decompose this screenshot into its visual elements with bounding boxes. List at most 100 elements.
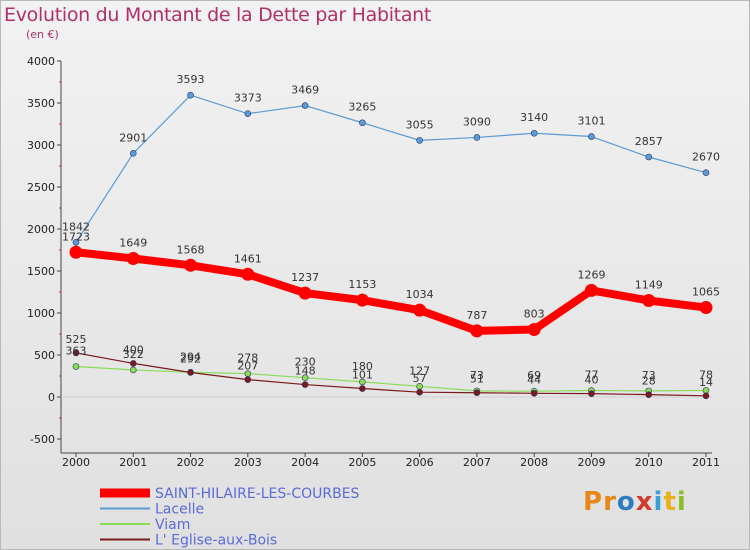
data-label: 1237 (291, 271, 319, 284)
data-label: 3101 (577, 115, 605, 128)
data-point (702, 169, 710, 177)
data-label: 787 (466, 309, 487, 322)
data-label: 51 (470, 373, 484, 386)
data-point (645, 391, 653, 398)
data-label: 1034 (406, 288, 434, 301)
data-point (473, 389, 481, 397)
data-point (298, 286, 312, 300)
data-label: 2670 (692, 151, 720, 164)
data-point (355, 293, 369, 307)
y-tick-label: 0 (48, 391, 55, 404)
legend-label: Lacelle (155, 502, 204, 518)
data-label: 525 (66, 333, 87, 346)
legend-label: SAINT-HILAIRE-LES-COURBES (155, 486, 360, 502)
data-label: 278 (237, 352, 258, 365)
x-tick-label: 2008 (520, 456, 548, 469)
data-label: 1153 (348, 278, 376, 291)
y-tick-label: 2000 (27, 223, 55, 236)
data-label: 3469 (291, 84, 319, 97)
x-tick-label: 2005 (348, 456, 376, 469)
x-tick-label: 2004 (291, 456, 319, 469)
data-label: 73 (470, 369, 484, 382)
data-label: 77 (584, 369, 598, 382)
data-point (241, 267, 255, 281)
y-tick-label: 4000 (27, 55, 55, 68)
data-point (645, 153, 653, 161)
data-label: 363 (66, 345, 87, 358)
data-label: 40 (584, 374, 598, 387)
data-label: 101 (352, 369, 373, 382)
data-point (72, 238, 80, 246)
data-point (416, 137, 423, 144)
data-label: 3373 (234, 92, 262, 105)
data-label: 28 (642, 375, 656, 388)
data-point (187, 91, 194, 99)
chart-subtitle: (en €) (26, 28, 59, 41)
data-point (413, 303, 427, 317)
data-label: 3055 (406, 118, 434, 131)
data-point (301, 381, 309, 388)
data-label: 1461 (234, 252, 262, 265)
data-point (359, 119, 366, 127)
data-label: 3090 (463, 115, 491, 128)
x-tick-label: 2003 (234, 456, 262, 469)
chart-title: Evolution du Montant de la Dette par Hab… (4, 4, 432, 26)
legend-label: Viam (155, 517, 190, 533)
series-line (75, 248, 707, 335)
data-point (702, 392, 710, 400)
x-tick-label: 2007 (463, 456, 491, 469)
data-point (184, 258, 198, 272)
data-point (416, 388, 423, 396)
y-tick-label: 3000 (27, 139, 55, 152)
legend-label: L' Eglise-aux-Bois (155, 533, 277, 549)
data-label: 148 (295, 365, 316, 378)
data-label: 57 (413, 372, 427, 385)
data-label: 78 (699, 368, 713, 381)
data-point (129, 150, 137, 157)
data-point (699, 301, 713, 315)
series-line (75, 94, 707, 243)
data-point (530, 129, 538, 137)
y-tick-label: 1500 (27, 265, 55, 278)
series-line (75, 352, 707, 397)
data-label: 207 (237, 360, 258, 373)
x-tick-label: 2002 (177, 456, 205, 469)
data-point (527, 323, 541, 337)
data-point (244, 376, 252, 383)
data-label: 180 (352, 360, 373, 373)
data-label: 1065 (692, 286, 720, 299)
data-point (187, 369, 194, 376)
data-label: 1649 (119, 236, 147, 249)
proxiti-logo: Proxiti (583, 487, 687, 517)
data-label: 3140 (520, 111, 548, 124)
data-point (359, 378, 366, 386)
data-label: 1723 (62, 230, 90, 243)
data-point (126, 251, 140, 265)
data-label: 400 (123, 343, 144, 356)
x-tick-label: 2001 (119, 456, 147, 469)
data-point (588, 390, 595, 397)
y-tick-label: 3500 (27, 97, 55, 110)
data-point (473, 134, 481, 141)
data-label: 2857 (635, 135, 663, 148)
y-tick-label: 1000 (27, 307, 55, 320)
data-label: 1149 (635, 278, 663, 291)
data-point (470, 324, 484, 338)
data-label: 69 (527, 369, 541, 382)
x-tick-label: 2006 (406, 456, 434, 469)
x-tick-label: 2000 (62, 456, 90, 469)
data-label: 294 (180, 350, 201, 363)
data-point (72, 349, 80, 357)
data-point (301, 102, 309, 109)
data-label: 14 (699, 376, 713, 389)
data-point (69, 245, 83, 259)
data-point (588, 133, 595, 140)
x-tick-label: 2010 (635, 456, 663, 469)
data-label: 1842 (62, 220, 90, 233)
y-tick-label: 2500 (27, 181, 55, 194)
data-label: 1568 (177, 243, 205, 256)
data-label: 803 (524, 308, 545, 321)
data-point (359, 385, 366, 392)
data-label: 230 (295, 356, 316, 369)
